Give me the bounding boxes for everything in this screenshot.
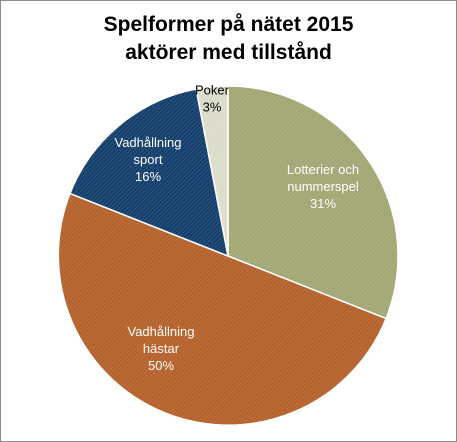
slice-lotterier: [227, 85, 399, 320]
chart-title: Spelformer på nätet 2015 aktörer med til…: [1, 11, 456, 67]
slice-vadhallning-hastar-label: Vadhållning hästar 50%: [128, 324, 195, 373]
slice-value-label: 3%: [203, 100, 222, 115]
slice-category-label: Poker: [195, 83, 230, 98]
slice-vadhallning-hastar: [57, 192, 388, 426]
slice-category-label: Lotterier och: [287, 162, 359, 177]
slice-vadhallning-sport: [68, 88, 229, 258]
slice-poker-texture: [196, 86, 228, 256]
slice-category-label: nummerspel: [287, 179, 359, 194]
chart-title-line-2: aktörer med tillstånd: [125, 41, 332, 64]
slice-category-label: Vadhållning: [115, 135, 182, 150]
slice-poker: [195, 85, 229, 257]
slice-category-label: sport: [134, 152, 163, 167]
slice-vadhallning-sport-label: Vadhållning sport 16%: [115, 135, 182, 184]
slice-value-label: 16%: [135, 169, 161, 184]
slice-vadhallning-sport-texture: [69, 89, 228, 256]
slice-poker-label: Poker 3%: [195, 83, 230, 115]
slice-category-label: hästar: [143, 341, 180, 356]
slice-vadhallning-hastar-texture: [58, 193, 387, 426]
chart-title-line-1: Spelformer på nätet 2015: [103, 13, 354, 36]
slice-lotterier-texture: [228, 86, 398, 319]
slice-value-label: 50%: [148, 358, 174, 373]
slice-value-label: 31%: [310, 196, 336, 211]
slice-category-label: Vadhållning: [128, 324, 195, 339]
slice-lotterier-label: Lotterier och nummerspel 31%: [287, 162, 359, 211]
